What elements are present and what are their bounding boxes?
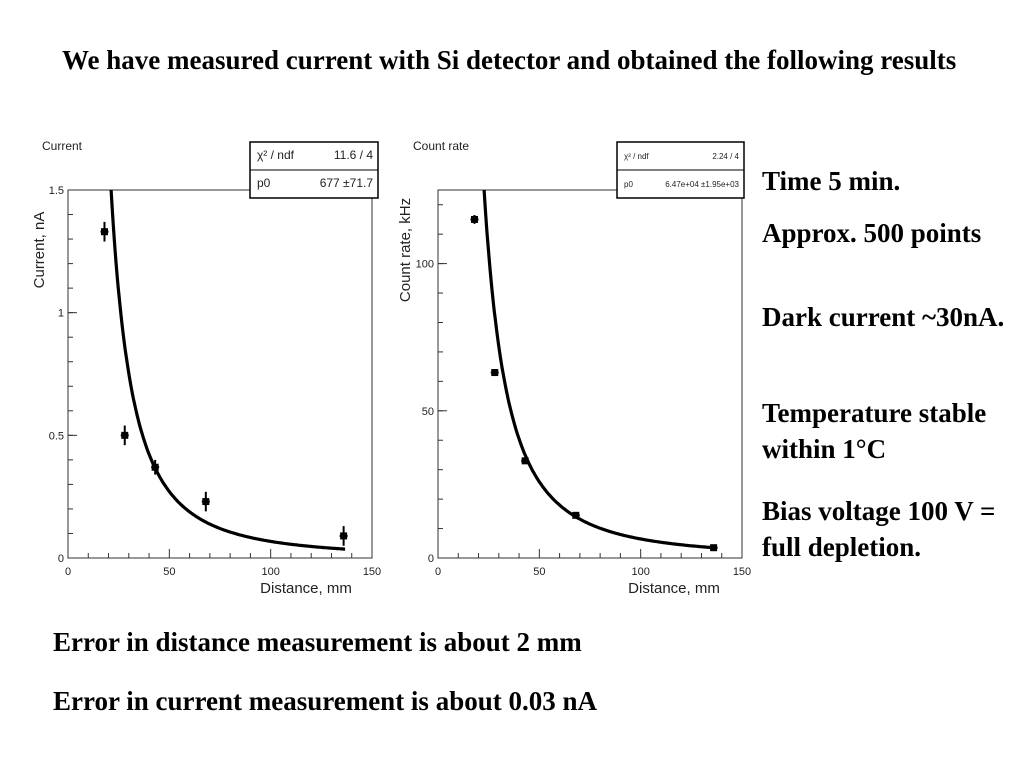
note-bias-voltage: Bias voltage 100 V = full depletion.: [762, 496, 996, 562]
data-point: [340, 532, 348, 540]
note-temperature: Temperature stable within 1°C: [762, 398, 987, 464]
data-point: [491, 369, 499, 377]
x-tick-label: 50: [533, 566, 545, 578]
data-point: [521, 457, 529, 465]
data-point: [121, 431, 129, 439]
stats-label: χ² / ndf: [257, 148, 295, 162]
error-current-text: Error in current measurement is about 0.…: [53, 686, 597, 716]
y-tick-label: 1: [58, 308, 64, 320]
x-tick-label: 150: [733, 566, 751, 578]
x-tick-label: 150: [363, 566, 381, 578]
note-dark-current: Dark current ~30nA.: [762, 302, 1005, 332]
x-tick-label: 0: [65, 566, 71, 578]
stats-label: χ² / ndf: [624, 152, 649, 161]
y-tick-label: 50: [422, 406, 434, 418]
data-point: [710, 544, 718, 552]
note-time: Time 5 min.: [762, 166, 901, 196]
data-point: [202, 498, 210, 506]
stats-value: 11.6 / 4: [334, 148, 373, 162]
plot-frame: [67, 189, 373, 559]
stats-value: 677 ±71.7: [320, 176, 374, 190]
stats-value: 6.47e+04 ±1.95e+03: [665, 180, 739, 189]
x-axis-label: Distance, mm: [628, 580, 720, 597]
x-tick-label: 0: [435, 566, 441, 578]
data-point: [100, 228, 108, 236]
chart-title: Current: [42, 139, 83, 153]
chart-panel-0: 0 50 100 150 0 0.5 1 1.5 Current Distance, mm Curr…: [31, 139, 381, 597]
x-tick-label: 50: [163, 566, 175, 578]
fit-curve: [482, 190, 716, 550]
data-point: [572, 511, 580, 519]
chart-panel-1: 0 50 100 150 0 50 100 Count rate Distance, mm Cou…: [397, 139, 751, 597]
y-axis-label: Current, nA: [31, 212, 48, 289]
y-tick-label: 0.5: [49, 430, 64, 442]
y-tick-label: 0: [58, 553, 64, 565]
y-tick-label: 0: [428, 553, 434, 565]
stats-label: p0: [624, 180, 633, 189]
x-tick-label: 100: [631, 566, 649, 578]
data-point: [151, 463, 159, 471]
chart-title: Count rate: [413, 139, 469, 153]
x-tick-label: 100: [261, 566, 279, 578]
y-tick-label: 1.5: [49, 185, 64, 197]
data-point: [470, 215, 478, 223]
error-distance-text: Error in distance measurement is about 2…: [53, 627, 582, 657]
note-points: Approx. 500 points: [762, 218, 982, 248]
stats-label: p0: [257, 176, 271, 190]
slide-title: We have measured current with Si detecto…: [62, 45, 957, 75]
x-axis-label: Distance, mm: [260, 580, 352, 597]
fit-curve: [109, 190, 346, 551]
y-tick-label: 100: [416, 259, 434, 271]
y-axis-label: Count rate, kHz: [397, 198, 414, 302]
stats-value: 2.24 / 4: [712, 152, 739, 161]
plot-frame: [437, 189, 743, 559]
